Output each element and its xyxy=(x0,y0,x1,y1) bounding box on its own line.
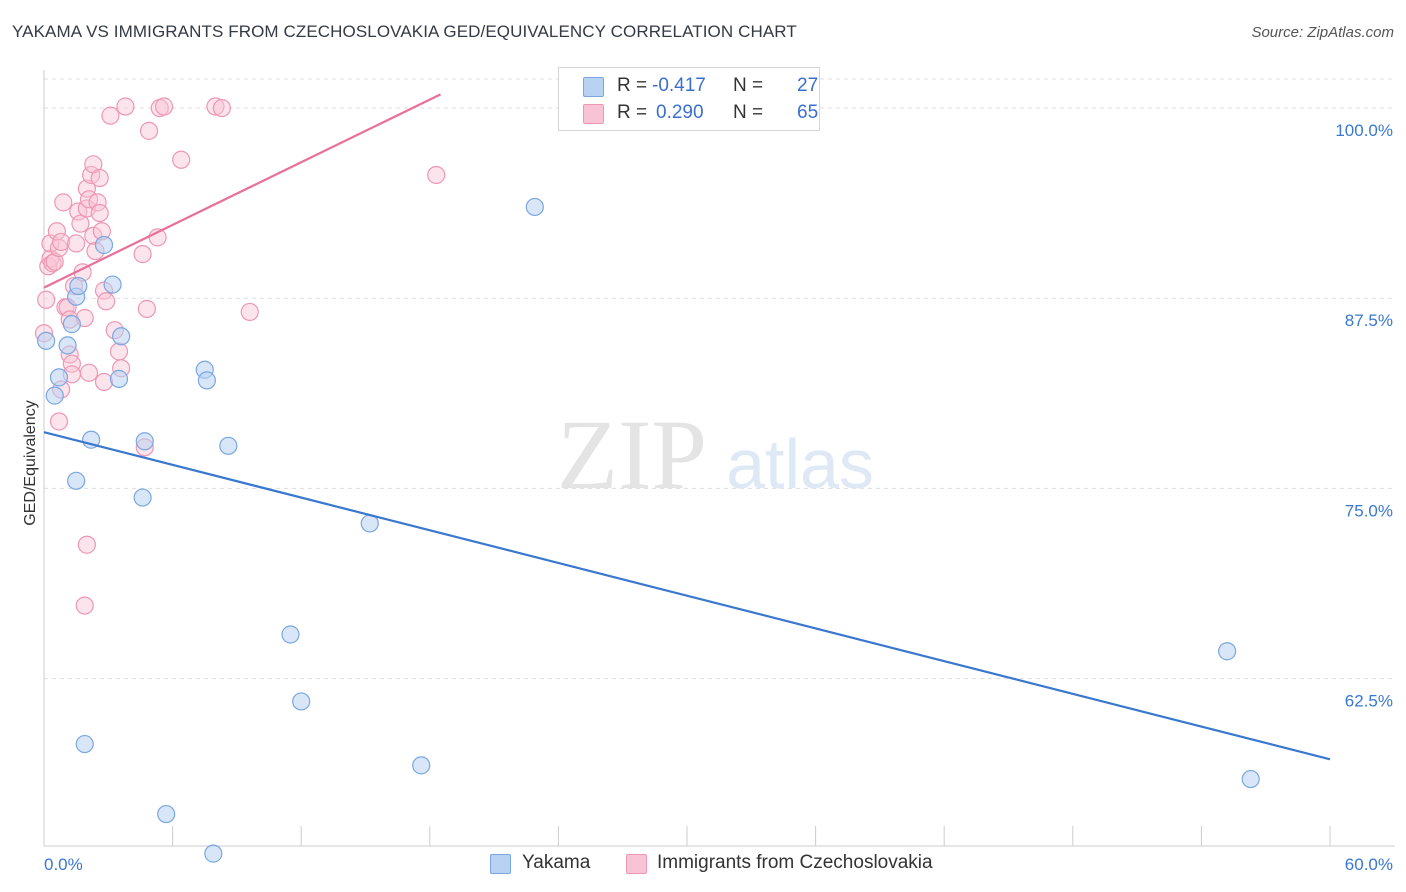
legend-r-value: 0.290 xyxy=(656,102,704,123)
blue-data-point xyxy=(112,327,131,346)
blue-data-point xyxy=(133,488,152,507)
pink-data-point xyxy=(139,121,159,140)
pink-data-point xyxy=(45,252,64,271)
pink-data-point xyxy=(427,165,446,185)
y-tick-label: 100.0% xyxy=(1335,121,1393,140)
pink-data-point xyxy=(240,302,259,322)
pink-data-point xyxy=(62,354,81,373)
chart-title: YAKAMA VS IMMIGRANTS FROM CZECHOSLOVAKIA… xyxy=(12,22,797,41)
legend-swatch-blue xyxy=(490,854,511,874)
pink-data-point xyxy=(172,150,191,169)
pink-data-point xyxy=(49,412,69,431)
pink-data-point xyxy=(116,97,135,116)
blue-data-point xyxy=(525,197,544,217)
pink-data-point xyxy=(137,299,156,318)
source-label: Source: ZipAtlas.com xyxy=(1251,24,1394,41)
blue-data-point xyxy=(197,371,216,390)
pink-data-point xyxy=(79,363,99,382)
legend-n-label: N = xyxy=(733,75,764,96)
y-tick-label: 62.5% xyxy=(1345,692,1393,711)
pink-data-point xyxy=(71,214,90,233)
axes xyxy=(43,70,1395,847)
y-tick-label: 87.5% xyxy=(1345,311,1393,330)
pink-data-point xyxy=(90,168,109,188)
blue-data-point xyxy=(45,386,64,405)
blue-data-point xyxy=(1241,769,1260,789)
y-axis-label: GED/Equivalency xyxy=(22,400,39,525)
legend-r-label: R = xyxy=(617,102,648,123)
pink-data-point xyxy=(212,98,231,118)
pink-data-point xyxy=(54,193,73,212)
blue-data-point xyxy=(75,734,94,754)
pink-data-point xyxy=(37,290,56,309)
correlation-legend: R = -0.417 N = 27 R = 0.290 N = 65 xyxy=(558,67,820,131)
blue-data-point xyxy=(58,336,77,355)
legend-series-name: Immigrants from Czechoslovakia xyxy=(657,852,933,873)
x-tick-label: 60.0% xyxy=(1345,855,1393,874)
pink-data-point xyxy=(75,596,94,615)
blue-data-point xyxy=(49,368,69,387)
legend-n-value: 65 xyxy=(797,102,819,123)
blue-data-point xyxy=(157,804,176,824)
blue-data-point xyxy=(1218,642,1237,661)
blue-data-point xyxy=(62,315,81,334)
legend-n-label: N = xyxy=(733,102,764,123)
pink-data-point xyxy=(67,234,86,253)
pink-series-points xyxy=(34,97,446,615)
blue-trend-line xyxy=(43,431,1331,761)
blue-data-point xyxy=(37,331,56,350)
blue-data-point xyxy=(109,369,129,388)
pink-data-point xyxy=(90,203,109,223)
pink-data-point xyxy=(154,97,174,116)
blue-series-points xyxy=(37,197,1260,863)
legend-swatch-pink xyxy=(583,104,604,124)
pink-data-point xyxy=(109,342,129,361)
pink-data-point xyxy=(206,97,225,116)
pink-data-point xyxy=(133,245,152,264)
legend-r-value: -0.417 xyxy=(652,75,706,96)
trend-lines xyxy=(43,93,1331,761)
tick-labels: 62.5% 75.0% 87.5% 100.0% 0.0% 60.0% xyxy=(44,121,1393,874)
blue-data-point xyxy=(412,756,431,775)
pink-data-point xyxy=(94,372,114,392)
legend-series-name: Yakama xyxy=(522,852,591,873)
watermark-atlas: atlas xyxy=(726,425,874,503)
blue-data-point xyxy=(135,432,154,451)
blue-data-point xyxy=(292,692,311,711)
pink-data-point xyxy=(101,106,120,125)
blue-data-point xyxy=(94,235,114,255)
legend-n-value: 27 xyxy=(797,75,819,96)
grid-lines xyxy=(44,78,1395,680)
blue-data-point xyxy=(219,436,238,455)
legend-swatch-blue xyxy=(583,77,604,97)
blue-data-point xyxy=(69,276,88,296)
blue-data-point xyxy=(103,275,122,294)
blue-data-point xyxy=(281,625,300,644)
legend-r-label: R = xyxy=(617,75,648,96)
blue-data-point xyxy=(67,471,86,490)
pink-data-point xyxy=(97,292,116,311)
x-tick-label: 0.0% xyxy=(44,855,83,874)
pink-data-point xyxy=(52,232,71,252)
pink-data-point xyxy=(77,535,96,554)
blue-data-point xyxy=(204,844,223,863)
y-tick-label: 75.0% xyxy=(1345,501,1393,520)
pink-trend-line xyxy=(43,93,441,289)
watermark: ZIP atlas xyxy=(557,399,874,510)
legend-swatch-pink xyxy=(626,854,647,874)
watermark-zip: ZIP xyxy=(557,399,707,510)
